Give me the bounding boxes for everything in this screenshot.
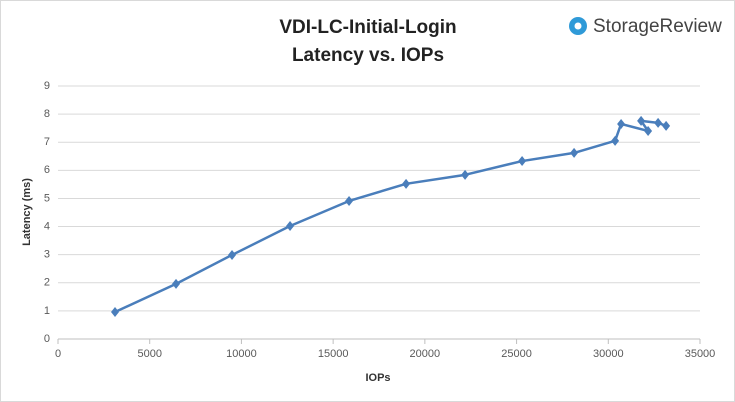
y-tick-label: 0 [44,333,50,345]
y-axis-title: Latency (ms) [21,178,33,246]
y-tick-label: 8 [44,108,50,120]
data-point [228,249,237,260]
data-point [654,117,663,128]
x-tick-label: 35000 [685,348,716,360]
y-tick-label: 3 [44,249,50,261]
y-tick-label: 9 [44,80,50,92]
data-point [286,220,295,231]
data-point [172,278,181,289]
chart-subtitle: Latency vs. IOPs [292,45,444,66]
x-tick-label: 25000 [501,348,532,360]
x-tick-label: 30000 [593,348,624,360]
x-tick-label: 10000 [226,348,257,360]
x-tick-label: 5000 [137,348,161,360]
y-tick-label: 5 [44,192,50,204]
data-point [637,115,646,126]
logo-text: StorageReview [593,16,722,37]
y-tick-label: 7 [44,136,50,148]
data-point [345,195,354,206]
data-point [611,135,620,146]
x-axis-title: IOPs [365,372,390,384]
y-tick-label: 1 [44,305,50,317]
x-tick-label: 0 [55,348,61,360]
logo: StorageReview [569,16,722,37]
y-tick-label: 4 [44,220,50,232]
data-point [644,125,653,136]
chart-title: VDI-LC-Initial-Login [279,17,456,38]
x-tick-label: 15000 [318,348,349,360]
data-point [461,169,470,180]
data-point [402,178,411,189]
logo-icon-hole [574,22,582,30]
y-tick-label: 6 [44,164,50,176]
data-point [518,156,527,167]
data-point [617,118,626,129]
data-point [111,307,120,318]
y-tick-label: 2 [44,277,50,289]
data-point [570,147,579,158]
x-tick-label: 20000 [410,348,441,360]
data-point [662,120,671,131]
